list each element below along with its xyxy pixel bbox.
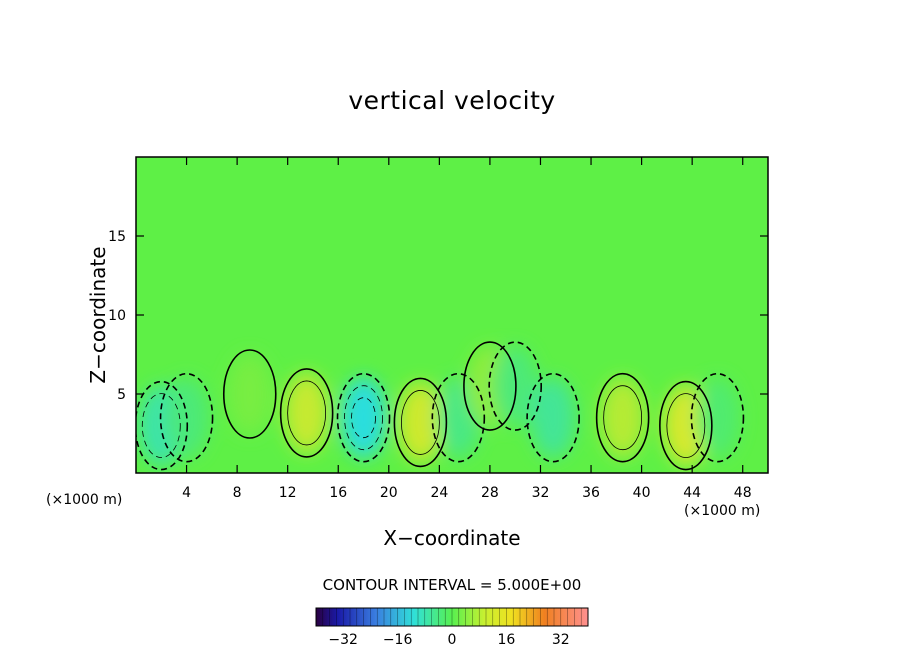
x-tick-label: 48 (734, 485, 752, 501)
x-tick-label: 32 (532, 485, 550, 501)
y-tick-label: 15 (108, 229, 126, 245)
contour-interval-label: CONTOUR INTERVAL = 5.000E+00 (322, 576, 582, 594)
y-tick-label: 5 (117, 387, 126, 403)
contour-ring-5-1 (393, 377, 448, 468)
field-cell-12 (695, 377, 740, 458)
contour-ring-4-2 (344, 385, 383, 451)
contour-ring-7-1 (463, 341, 517, 431)
x-tick-label: 4 (182, 485, 191, 501)
contour-lines (136, 341, 745, 471)
x-tick-label: 12 (279, 485, 297, 501)
contour-ring-11-1 (659, 380, 713, 471)
x-unit-label-right: (×1000 m) (684, 503, 761, 519)
colorbar-tick-label: 32 (552, 632, 570, 648)
field-cell-9 (531, 377, 576, 458)
x-tick-label: 20 (380, 485, 398, 501)
x-tick-label: 40 (633, 485, 651, 501)
x-tick-label: 36 (582, 485, 600, 501)
colorbar-tick-label: 0 (448, 632, 457, 648)
field-cell-3 (284, 372, 329, 453)
contour-ring-3-2 (287, 380, 327, 446)
x-tick-label: 8 (233, 485, 242, 501)
contour-ring-10-1 (595, 372, 650, 463)
x-tick-label: 24 (430, 485, 448, 501)
contour-ring-11-2 (666, 393, 706, 459)
x-axis: 4 8 12 16 20 24 28 32 36 40 44 48 (182, 157, 752, 501)
colorbar-tick-label: 16 (497, 632, 515, 648)
x-unit-label-left: (×1000 m) (46, 492, 123, 508)
contour-ring-6-1 (431, 372, 486, 463)
colorbar-ticks: −32 −16 0 16 32 (328, 632, 569, 648)
contour-ring-4-3 (351, 397, 376, 439)
y-axis: 5 10 15 (108, 229, 768, 403)
contour-ring-1-1 (159, 372, 214, 463)
colorbar-tick-label: −16 (383, 632, 413, 648)
colorbar-stripes (322, 608, 582, 626)
field-cell-5 (398, 382, 443, 463)
x-tick-label: 16 (329, 485, 347, 501)
contour-ring-3-1 (279, 368, 334, 458)
contour-ring-0-1 (136, 380, 189, 471)
contour-ring-8-1 (488, 341, 543, 431)
contour-ring-10-2 (603, 385, 643, 451)
field-cell-4 (341, 377, 386, 458)
colorbar: −32 −16 0 16 32 (315, 607, 589, 648)
x-axis-label: X−coordinate (383, 526, 521, 550)
x-tick-label: 44 (683, 485, 701, 501)
contour-ring-0-2 (141, 393, 181, 459)
contour-ring-12-1 (690, 372, 745, 463)
contour-ring-4-1 (336, 372, 391, 463)
x-tick-label: 28 (481, 485, 499, 501)
field-cell-10 (600, 377, 645, 458)
colorbar-frame (315, 607, 589, 627)
y-tick-label: 10 (108, 308, 126, 324)
contour-ring-2-1 (222, 349, 277, 439)
contour-ring-5-2 (400, 390, 440, 455)
chart-title: vertical velocity (348, 86, 556, 115)
colorbar-tick-label: −32 (328, 632, 358, 648)
contour-ring-9-1 (526, 372, 580, 463)
y-axis-label: Z−coordinate (86, 246, 110, 384)
field-cell-2 (227, 354, 272, 434)
